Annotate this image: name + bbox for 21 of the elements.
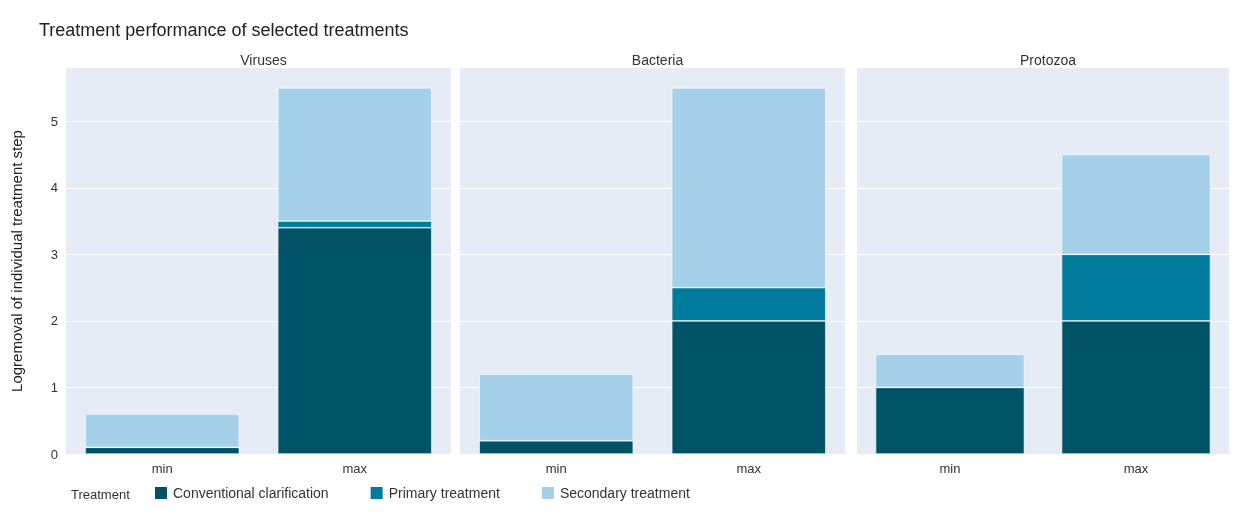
x-tick-label: max xyxy=(342,461,368,476)
y-tick-label: 3 xyxy=(50,246,58,262)
chart-subtitle: Protozoa xyxy=(1019,52,1077,68)
legend-label: Primary treatment xyxy=(388,485,500,501)
y-axis-title: Logremoval of individual treatment step xyxy=(8,130,25,392)
y-tick-label: 1 xyxy=(50,379,58,395)
legend-label: Conventional clarification xyxy=(173,485,329,501)
legend-label: Secondary treatment xyxy=(559,485,690,501)
x-tick-label: max xyxy=(1123,461,1149,476)
x-tick-label: max xyxy=(736,461,762,476)
x-tick-label: min xyxy=(545,461,567,476)
chart-subtitle: Bacteria xyxy=(631,52,684,68)
chart-subtitle: Viruses xyxy=(240,52,287,68)
x-tick-label: min xyxy=(151,461,173,476)
x-tick-label: min xyxy=(939,461,961,476)
chart-title: Treatment performance of selected treatments xyxy=(39,20,409,40)
legend-title: Treatment xyxy=(71,487,131,502)
y-tick-label: 0 xyxy=(50,446,58,462)
y-tick-label: 5 xyxy=(50,113,58,129)
y-tick-label: 2 xyxy=(50,313,58,329)
y-tick-label: 4 xyxy=(50,180,58,196)
